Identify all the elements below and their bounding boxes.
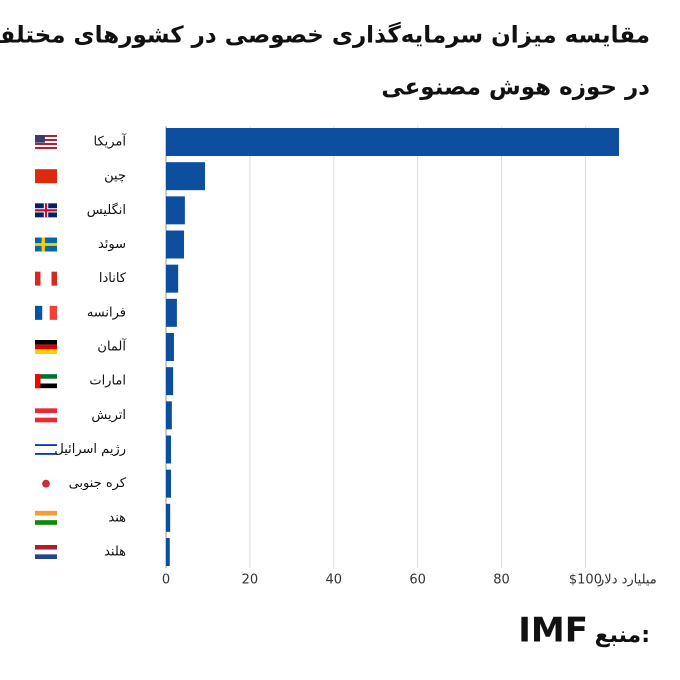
flag-part [35, 271, 41, 286]
category-label: کره جنوبی [69, 476, 127, 491]
flag-part [35, 143, 57, 145]
flag-part [35, 444, 57, 446]
flag-part [35, 520, 57, 525]
chart-subtitle: در حوزه هوش مصنوعی [381, 75, 650, 101]
flag-part [35, 349, 57, 354]
x-tick-label: 80 [493, 573, 510, 588]
flag-part [42, 305, 50, 320]
flag-part [35, 510, 57, 516]
flag-part [35, 374, 57, 379]
bar [166, 401, 172, 430]
flag-part [35, 378, 57, 384]
flag-part [35, 169, 57, 184]
flag-part [35, 137, 57, 139]
bar [166, 264, 179, 293]
flag-part [35, 408, 57, 413]
source-label: منبع: [595, 623, 650, 648]
flag-part [40, 271, 46, 286]
x-tick-label: 0 [162, 573, 170, 588]
category-label: آلمان [97, 338, 127, 355]
flag-part [46, 271, 52, 286]
flag-part [35, 305, 43, 320]
flag-part [35, 515, 57, 521]
bar [166, 196, 185, 225]
flag-part [35, 374, 41, 389]
flag-part [35, 383, 57, 389]
bar [166, 367, 174, 396]
flag-part [49, 305, 57, 320]
category-label: انگلیس [87, 202, 126, 218]
flag-part [51, 271, 57, 286]
bar [166, 162, 206, 191]
category-label: امارات [89, 374, 126, 389]
source: IMF [518, 611, 588, 651]
flag-part [35, 554, 57, 559]
category-label: هلند [104, 545, 126, 560]
flag-part [35, 243, 57, 246]
category-label: هند [108, 510, 126, 525]
flag-part [35, 344, 57, 350]
x-tick-label: 60 [409, 573, 426, 588]
x-tick-label: 40 [326, 573, 343, 588]
flag-part [35, 209, 57, 212]
bar [166, 503, 171, 532]
bar [166, 435, 172, 464]
bar [166, 230, 185, 259]
flag-part [35, 135, 45, 143]
flag-part [42, 479, 50, 488]
flag-part [35, 145, 57, 147]
x-tick-label: $100 [569, 573, 602, 588]
flag-part [35, 453, 57, 455]
flag-part [35, 135, 57, 137]
bar [166, 128, 619, 156]
category-label: اتریش [91, 408, 126, 423]
category-label: فرانسه [87, 305, 126, 320]
flag-part [35, 139, 57, 141]
category-label: چین [104, 169, 126, 184]
chart-title: مقایسه میزان سرمایه‌گذاری خصوصی در کشوره… [0, 22, 650, 49]
category-label: سوئد [98, 237, 126, 252]
x-tick-label: 20 [242, 573, 259, 588]
flag-part [35, 549, 57, 555]
flag-part [35, 141, 57, 143]
bar [166, 298, 177, 327]
flag-part [35, 417, 57, 423]
flag-part [35, 413, 57, 418]
flag-part [35, 340, 57, 345]
category-label: رژیم اسرائیل [54, 442, 126, 457]
category-label: آمریکا [93, 133, 127, 150]
category-label: کانادا [99, 271, 127, 286]
flags [35, 135, 57, 559]
bar [166, 333, 174, 361]
flag-part [35, 147, 57, 149]
x-unit: میلیارد دلار [597, 573, 657, 588]
flag-part [35, 545, 57, 550]
bar [166, 538, 170, 566]
bar [166, 469, 172, 498]
